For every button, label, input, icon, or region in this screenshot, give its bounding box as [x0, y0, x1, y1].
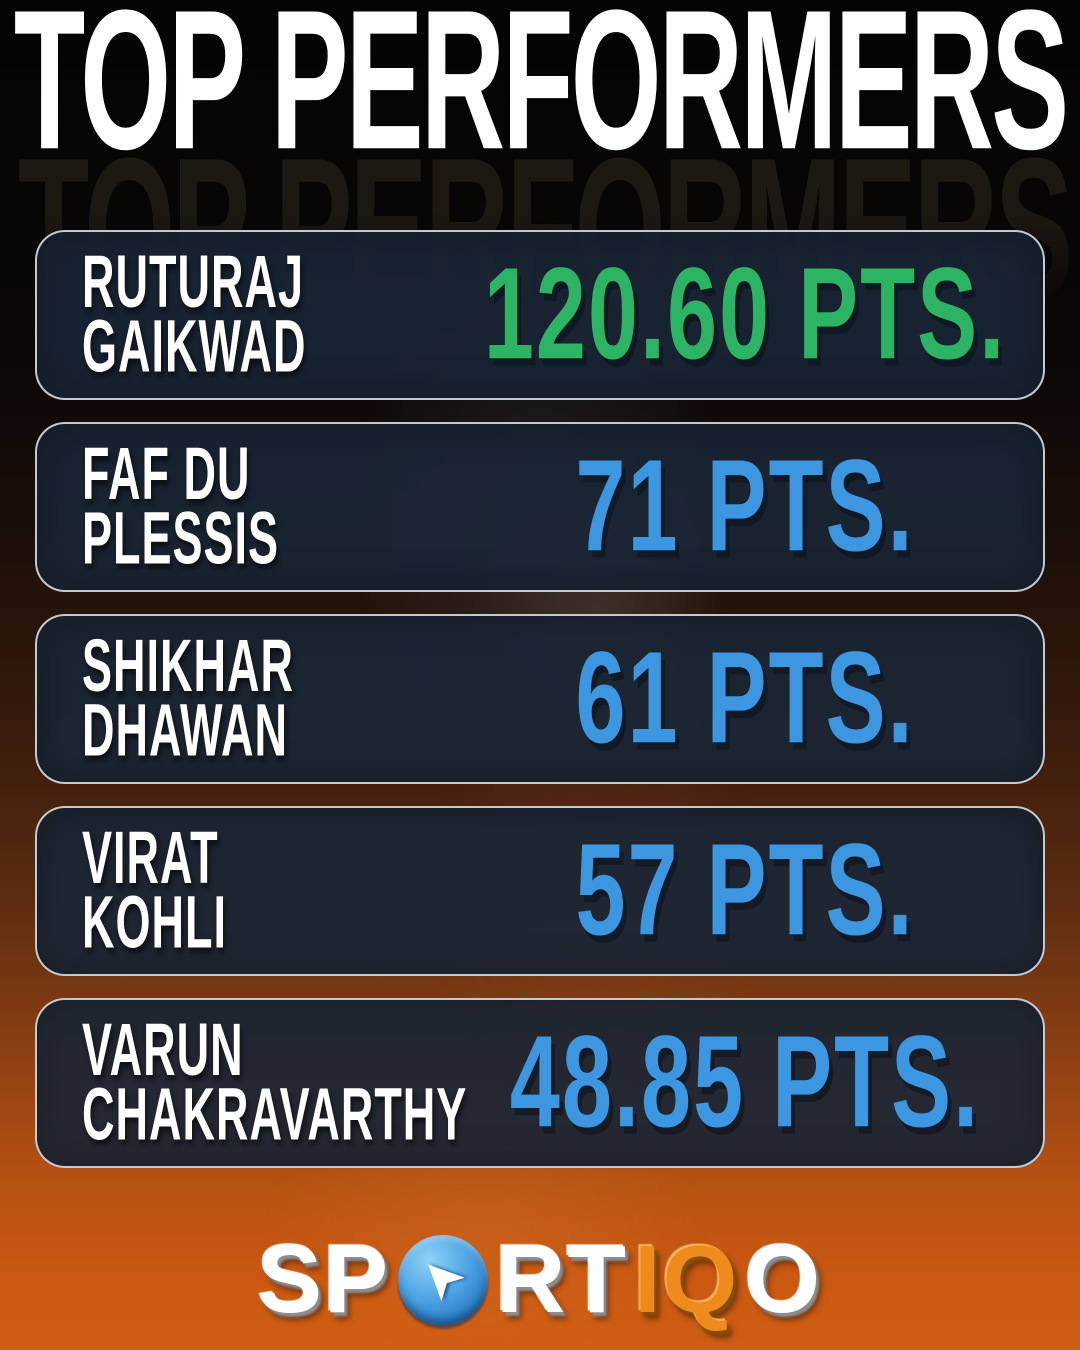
player-points: 71 PTS.: [575, 433, 915, 579]
arrow-glyph-icon: ➤: [405, 1242, 478, 1315]
player-name: FAF DU PLESSIS: [82, 431, 477, 580]
performer-card-shikhar-dhawan: SHIKHAR DHAWAN 61 PTS.: [35, 614, 1045, 784]
player-name: SHIKHAR DHAWAN: [82, 623, 477, 772]
player-name: RUTURAJ GAIKWAD: [82, 239, 477, 388]
page-title: TOP PERFORMERS: [13, 0, 1069, 191]
logo-text-iq: IQ: [634, 1226, 740, 1333]
player-name: VIRAT KOHLI: [82, 815, 477, 964]
player-name-line1: VARUN: [82, 1007, 244, 1092]
performer-card-varun-chakravarthy: VARUN CHAKRAVARTHY 48.85 PTS.: [35, 998, 1045, 1168]
logo-text-sp: SP: [257, 1226, 391, 1333]
player-name-line2: DHAWAN: [82, 687, 288, 772]
performer-list: RUTURAJ GAIKWAD 120.60 PTS. FAF DU PLESS…: [35, 230, 1045, 1168]
player-name-line1: FAF DU: [82, 431, 251, 516]
sportiqo-logo: SP ➤ RT IQ O: [0, 1232, 1080, 1328]
player-points: 120.60 PTS.: [483, 241, 1007, 387]
logo-text-o: O: [745, 1226, 823, 1333]
logo-text-rt: RT: [496, 1226, 628, 1333]
performer-card-ruturaj-gaikwad: RUTURAJ GAIKWAD 120.60 PTS.: [35, 230, 1045, 400]
player-name-line2: CHAKRAVARTHY: [82, 1071, 468, 1156]
performer-card-virat-kohli: VIRAT KOHLI 57 PTS.: [35, 806, 1045, 976]
player-points: 57 PTS.: [575, 817, 915, 963]
player-name-line2: KOHLI: [82, 879, 227, 964]
player-name: VARUN CHAKRAVARTHY: [82, 1007, 477, 1156]
player-name-line1: SHIKHAR: [82, 623, 295, 708]
player-name-line2: PLESSIS: [82, 495, 280, 580]
player-name-line1: RUTURAJ: [82, 239, 305, 324]
player-points: 48.85 PTS.: [509, 1009, 981, 1155]
player-name-line2: GAIKWAD: [82, 303, 307, 388]
performer-card-faf-du-plessis: FAF DU PLESSIS 71 PTS.: [35, 422, 1045, 592]
player-name-line1: VIRAT: [82, 815, 219, 900]
player-points: 61 PTS.: [575, 625, 915, 771]
arrow-circle-icon: ➤: [398, 1235, 489, 1325]
